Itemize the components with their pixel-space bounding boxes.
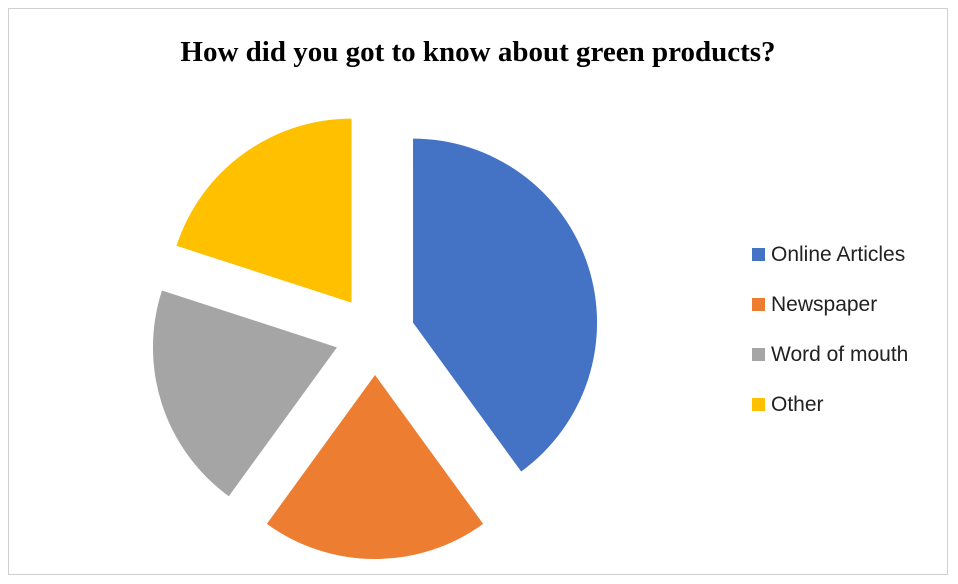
legend-item-newspaper: Newspaper [752, 292, 908, 317]
pie-slice-online-articles [413, 138, 598, 472]
pie-slice-word-of-mouth [152, 290, 337, 497]
legend-item-other: Other [752, 392, 908, 417]
legend-label: Other [771, 392, 824, 416]
legend-item-online-articles: Online Articles [752, 242, 908, 267]
legend-label: Word of mouth [771, 342, 909, 366]
legend-swatch [752, 298, 765, 311]
pie-slice-newspaper [266, 375, 484, 559]
legend-label: Online Articles [771, 242, 906, 266]
legend-swatch [752, 398, 765, 411]
legend-swatch [752, 348, 765, 361]
legend-swatch [752, 248, 765, 261]
legend-item-word-of-mouth: Word of mouth [752, 342, 908, 367]
chart-title: How did you got to know about green prod… [180, 36, 776, 68]
pie-slice-other [176, 118, 352, 303]
legend-label: Newspaper [771, 292, 878, 316]
legend: Online Articles Newspaper Word of mouth Oth… [752, 242, 908, 442]
